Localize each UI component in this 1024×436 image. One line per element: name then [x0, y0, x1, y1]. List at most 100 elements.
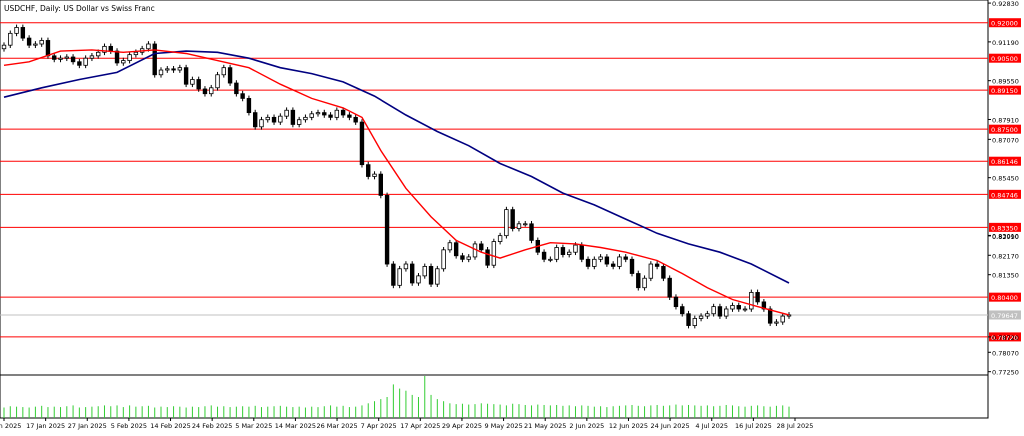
x-tick-label: 14 Feb 2025	[150, 422, 190, 430]
candle-body	[290, 109, 296, 125]
x-tick-label: 29 Apr 2025	[442, 422, 482, 430]
candle-body	[227, 67, 233, 84]
candle-body	[77, 61, 82, 66]
candle-body	[629, 258, 635, 274]
candle-body	[152, 43, 157, 76]
candle-body	[692, 318, 697, 326]
candle-body	[366, 164, 371, 177]
candle-body	[114, 50, 120, 64]
x-tick-label: 21 May 2025	[524, 422, 566, 430]
candle-body	[8, 32, 13, 46]
candle-body	[516, 223, 522, 229]
candle-body	[278, 115, 283, 123]
candle-body	[347, 114, 352, 118]
candle-body	[391, 263, 396, 286]
level-label-bg	[989, 124, 1021, 134]
candle-body	[654, 263, 660, 267]
candle-body	[353, 116, 358, 123]
candle-body	[234, 82, 239, 95]
candle-body	[127, 54, 132, 61]
plot-area	[0, 0, 989, 419]
candle-body	[58, 57, 63, 60]
level-label: 0.78720	[991, 334, 1018, 342]
candle-body	[460, 255, 465, 260]
candle-body	[45, 40, 51, 57]
candle-body	[761, 301, 767, 310]
x-tick-label: 24 Feb 2025	[192, 422, 232, 430]
candle-body	[705, 313, 710, 317]
x-tick-label: 16 Jul 2025	[735, 422, 772, 430]
candle-body	[171, 68, 176, 71]
candle-body	[680, 306, 685, 315]
level-label: 0.89150	[991, 87, 1018, 95]
candle-body	[102, 45, 107, 53]
candle-body	[435, 268, 440, 285]
level-label-bg	[989, 85, 1021, 95]
candle-body	[252, 112, 258, 128]
candle-body	[428, 266, 434, 285]
level-label-bg	[989, 222, 1021, 232]
candle-body	[165, 68, 170, 71]
y-tick-label: 0.78070	[992, 349, 1019, 357]
candle-body	[422, 266, 427, 277]
candle-body	[284, 109, 289, 117]
candle-body	[1, 44, 7, 50]
candle-body	[573, 244, 578, 253]
y-tick-label: 0.91190	[992, 39, 1019, 47]
level-label: 0.87500	[991, 126, 1018, 134]
y-tick-label: 0.87070	[992, 136, 1019, 144]
candle-body	[767, 308, 773, 324]
candle-body	[190, 79, 195, 85]
candle-body	[177, 67, 183, 71]
x-tick-label: 14 Mar 2025	[275, 422, 316, 430]
candle-body	[108, 45, 113, 52]
candle-body	[183, 67, 189, 85]
candle-body	[755, 292, 760, 303]
candle-body	[736, 305, 741, 310]
candle-body	[202, 88, 208, 95]
y-tick-label: 0.82170	[992, 252, 1019, 260]
candle-body	[479, 243, 484, 251]
candle-body	[146, 43, 151, 50]
candle-body	[328, 114, 333, 118]
x-tick-label: 26 Mar 2025	[316, 422, 357, 430]
candle-body	[384, 195, 390, 265]
candle-body	[89, 55, 95, 59]
candle-body	[491, 241, 497, 266]
y-tick-label: 0.85450	[992, 175, 1019, 183]
volume-bars	[3, 376, 790, 418]
candle-body	[52, 55, 57, 60]
candle-body	[221, 67, 226, 76]
candle-body	[523, 223, 528, 226]
candle-body	[661, 266, 666, 279]
candle-body	[717, 306, 723, 317]
chart-title: USDCHF, Daily: US Dollar vs Swiss Franc	[4, 4, 155, 13]
candle-body	[579, 244, 584, 260]
candle-body	[441, 249, 446, 270]
candle-body	[742, 308, 748, 311]
candle-body	[397, 268, 402, 286]
candle-body	[610, 263, 616, 267]
candle-body	[265, 116, 270, 121]
candle-body	[447, 242, 453, 251]
level-label: 0.80400	[991, 294, 1018, 302]
candle-body	[303, 116, 308, 121]
x-tick-label: 12 Jun 2025	[609, 422, 648, 430]
candle-body	[416, 275, 421, 284]
candle-body	[667, 277, 672, 298]
price-axis: 0.92830 0.91190 0.89550 0.87910 0.87070 0.854…	[988, 0, 1019, 377]
candle-body	[567, 251, 572, 255]
candle-body	[215, 74, 220, 89]
horizontal-levels: 0.92000 0.90500 0.89150 0.87500 0.86146 0.847…	[0, 18, 1021, 342]
candle-body	[359, 121, 365, 166]
candle-body	[315, 112, 321, 115]
y-tick-label: 0.83010	[992, 232, 1019, 240]
candle-body	[541, 251, 547, 260]
y-tick-label: 0.78720	[992, 334, 1019, 342]
candle-body	[33, 43, 38, 46]
candle-body	[466, 256, 471, 260]
candle-body	[453, 242, 459, 257]
candle-body	[554, 247, 559, 260]
